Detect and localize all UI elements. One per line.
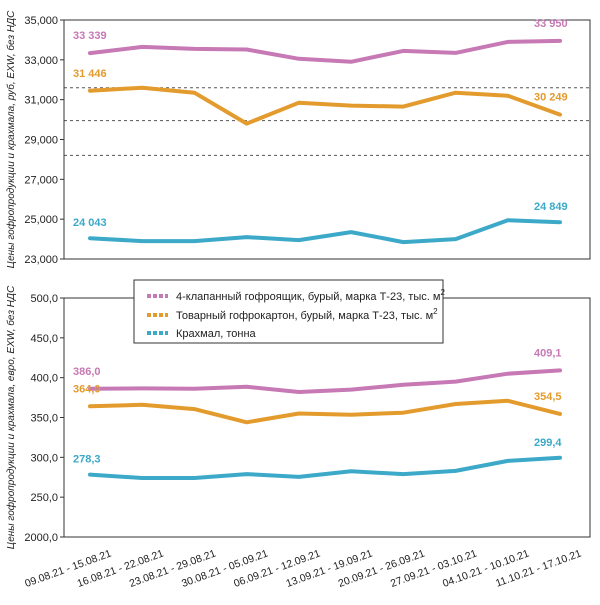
top-panel: 23,000 25,000 27,000 29,000 31,000 33,000 35,0… — [5, 10, 591, 269]
series-line — [88, 368, 562, 394]
y-tick-label: 29,000 — [24, 135, 58, 147]
y-tick-label: 27,000 — [24, 174, 58, 186]
y-tick-label: 33,000 — [24, 55, 58, 67]
y-tick-label: 31,000 — [24, 95, 58, 107]
legend-label: Крахмал, тонна — [176, 328, 257, 340]
data-label: 31 446 — [73, 68, 107, 80]
y-tick-label: 500,0 — [30, 293, 58, 305]
data-label: 24 849 — [534, 201, 568, 213]
data-label: 33 339 — [73, 30, 107, 42]
legend-label: 4-клапанный гофроящик, бурый, марка Т-23… — [176, 288, 445, 303]
bottom-panel: 2000,0 250,0 300,0 350,0 400,0 450,0 500,0 Цены… — [5, 285, 591, 549]
y-tick-label: 250,0 — [30, 492, 58, 504]
y-tick-label: 300,0 — [30, 452, 58, 464]
legend-label: Товарный гофрокартон, бурый, марка Т-23,… — [176, 307, 438, 322]
y-tick-label: 450,0 — [30, 333, 58, 345]
y-tick-label: 35,000 — [24, 15, 58, 27]
legend: 4-клапанный гофроящик, бурый, марка Т-23… — [133, 279, 445, 344]
series-line — [88, 455, 562, 480]
legend-box — [133, 279, 444, 344]
x-tick-label: 09.08.21 - 15.08.21 — [23, 547, 113, 589]
y-tick-label: 25,000 — [24, 214, 58, 226]
data-label: 24 043 — [73, 217, 107, 229]
y-tick-label: 400,0 — [30, 373, 58, 385]
data-label: 386,0 — [73, 366, 101, 378]
data-label: 278,3 — [73, 454, 101, 466]
data-label: 354,5 — [534, 391, 562, 403]
series-line — [88, 85, 562, 126]
legend-item: Товарный гофрокартон, бурый, марка Т-23,… — [147, 307, 438, 322]
data-label: 33 950 — [534, 18, 568, 30]
plot-frame — [63, 19, 591, 260]
data-label: 30 249 — [534, 92, 568, 104]
y-axis-label: Цены гофропродукции и крахмала, руб, EXW… — [5, 10, 17, 269]
y-tick-label: 23,000 — [24, 254, 58, 266]
data-label: 299,4 — [534, 437, 562, 449]
data-label: 409,1 — [534, 347, 562, 359]
y-tick-label: 2000,0 — [24, 532, 58, 544]
data-label: 364,0 — [73, 383, 101, 395]
legend-item: 4-клапанный гофроящик, бурый, марка Т-23… — [147, 288, 445, 303]
legend-item: Крахмал, тонна — [147, 328, 257, 340]
y-axis-label: Цены гофропродукции и крахмала, евро, EX… — [5, 285, 17, 549]
series-line — [88, 398, 562, 425]
y-tick-label: 350,0 — [30, 413, 58, 425]
series-line — [88, 218, 562, 245]
series-line — [88, 38, 562, 64]
